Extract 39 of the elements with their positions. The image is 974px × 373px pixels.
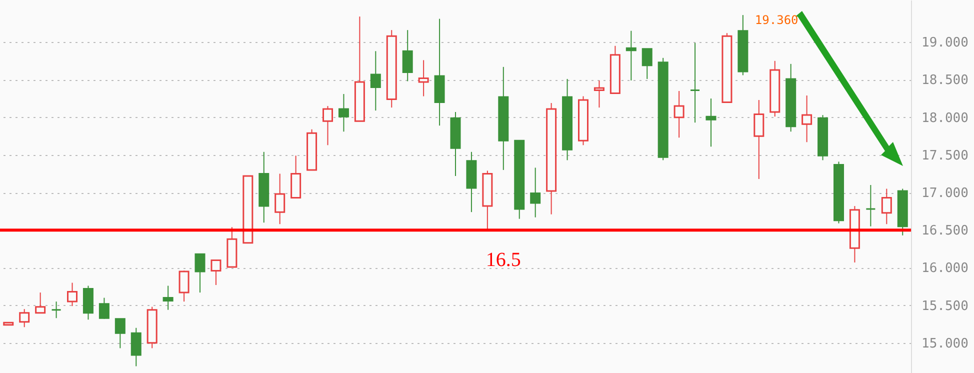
candlestick	[51, 301, 62, 319]
candlestick	[98, 297, 110, 320]
y-tick-label: 17.000	[922, 186, 968, 202]
candlestick	[754, 100, 764, 180]
candlestick	[130, 327, 142, 367]
candlestick	[674, 90, 684, 138]
candlestick	[370, 50, 381, 112]
y-tick-label: 17.500	[922, 148, 968, 164]
y-tick-label: 18.500	[922, 73, 968, 88]
y-tick-label: 16.500	[922, 224, 968, 239]
candlestick	[274, 173, 286, 225]
candlestick	[690, 42, 700, 124]
candlestick	[865, 184, 876, 227]
candlestick	[530, 167, 541, 218]
candlestick	[194, 253, 206, 294]
candlestick	[418, 60, 429, 97]
y-tick-label: 16.000	[922, 261, 968, 276]
candlestick	[338, 94, 349, 132]
candlestick	[322, 106, 333, 146]
candlestick	[210, 259, 222, 286]
candlestick	[626, 30, 636, 81]
candlestick	[642, 48, 652, 80]
y-tick-label: 18.000	[922, 110, 968, 126]
candlestick	[67, 282, 78, 307]
candlestick	[881, 188, 892, 225]
annotation: 19.360	[754, 13, 798, 28]
candlestick	[35, 292, 46, 314]
candlestick	[162, 285, 174, 310]
candlestick	[706, 98, 716, 148]
y-tick-label: 15.000	[922, 336, 968, 352]
candlestick	[19, 308, 30, 328]
candlestick	[114, 318, 126, 349]
candlestick	[802, 95, 812, 143]
candlestick	[402, 30, 413, 82]
candlestick	[594, 80, 604, 108]
ref-line-label: 16.5	[486, 249, 521, 272]
y-tick-label: 15.500	[922, 298, 968, 314]
y-tick-label: 19.000	[922, 36, 968, 51]
candlestick	[178, 270, 190, 302]
